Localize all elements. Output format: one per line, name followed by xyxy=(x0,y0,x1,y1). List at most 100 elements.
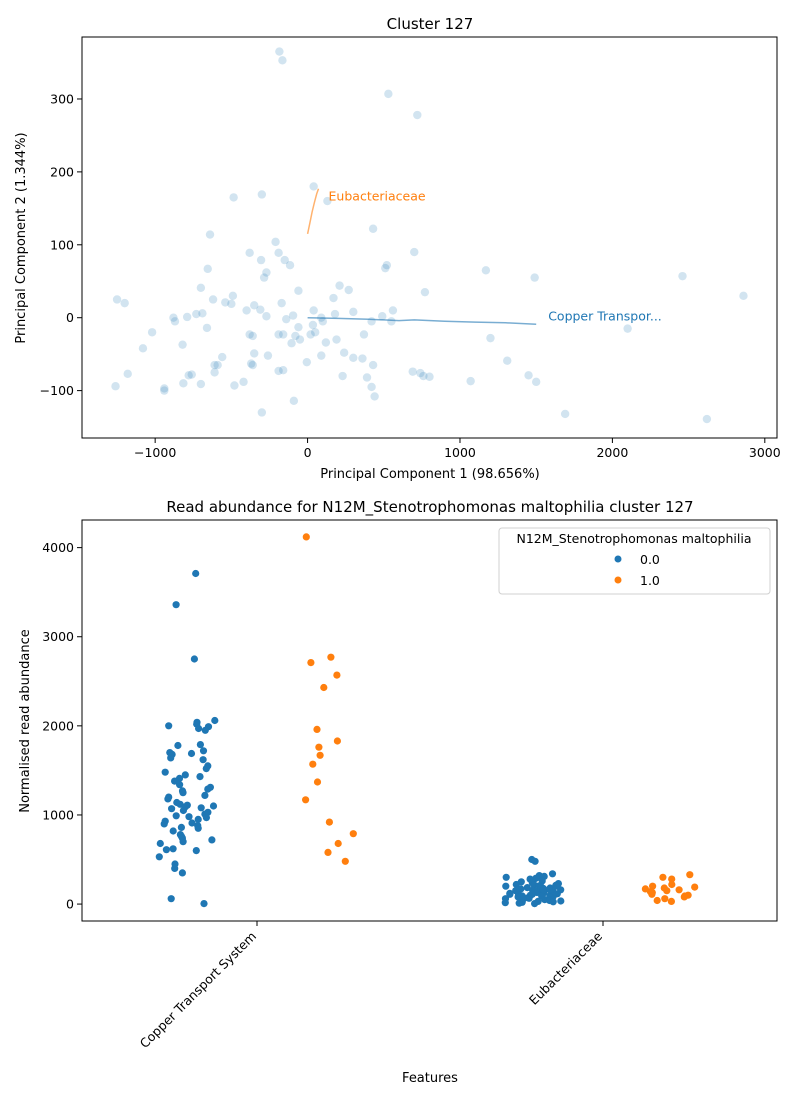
pca-point xyxy=(524,371,533,380)
pca-point xyxy=(248,360,257,370)
strip-point xyxy=(192,569,200,578)
pca-point xyxy=(112,295,122,304)
strip-point xyxy=(502,873,510,881)
pca-point xyxy=(274,330,283,339)
pca-point xyxy=(208,295,218,304)
pca-point xyxy=(203,264,212,274)
pca-points xyxy=(111,47,748,424)
pca-point xyxy=(367,317,376,326)
pca-point xyxy=(230,381,239,390)
pca-x-tick-label: −1000 xyxy=(134,445,176,460)
pca-point xyxy=(503,356,512,365)
strip-point xyxy=(201,791,209,800)
strip-point xyxy=(548,870,557,878)
pca-point xyxy=(274,248,283,258)
strip-point xyxy=(171,864,179,873)
pca-point xyxy=(275,47,284,56)
pca-x-tick-label: 1000 xyxy=(444,445,476,460)
legend-marker-1 xyxy=(614,576,622,584)
pca-point xyxy=(256,305,265,314)
pca-point xyxy=(282,314,291,324)
pca-point xyxy=(263,351,273,360)
strip-point xyxy=(196,741,204,749)
pca-x-tick-label: 3000 xyxy=(749,445,781,460)
pca-point xyxy=(332,335,341,344)
strip-point xyxy=(172,601,180,609)
strip-point xyxy=(341,857,349,865)
strip-point xyxy=(302,796,310,804)
pca-point xyxy=(309,182,318,191)
pca-point xyxy=(123,369,132,379)
pca-point xyxy=(291,331,300,341)
pca-axes-frame xyxy=(81,36,778,439)
pca-point xyxy=(205,230,215,239)
strip-point xyxy=(506,890,514,898)
strip-point xyxy=(188,819,196,827)
strip-point xyxy=(663,887,671,895)
strip-y-tick-label: 4000 xyxy=(42,540,74,555)
pca-point xyxy=(242,306,251,315)
pca-point xyxy=(388,306,398,315)
pca-y-tick-label: 100 xyxy=(50,237,74,252)
strip-point xyxy=(333,737,341,745)
pca-point xyxy=(344,285,353,295)
strip-point xyxy=(512,880,520,889)
pca-point xyxy=(408,367,417,376)
strip-point xyxy=(667,897,676,906)
pca-point xyxy=(416,368,425,378)
strip-point xyxy=(194,824,202,832)
strip-point xyxy=(179,838,187,846)
strip-point xyxy=(196,773,204,781)
pca-point xyxy=(169,313,178,322)
pca-point xyxy=(308,320,318,330)
pca-point xyxy=(250,349,259,358)
strip-points xyxy=(155,533,699,908)
pca-y-tick-label: 0 xyxy=(66,310,74,325)
pca-title: Cluster 127 xyxy=(387,15,474,33)
pca-point xyxy=(349,307,358,317)
strip-y-tick-label: 2000 xyxy=(42,718,74,733)
strip-point xyxy=(320,683,328,692)
pca-point xyxy=(198,309,207,318)
pca-y-tick-label: −100 xyxy=(40,383,74,398)
pca-point xyxy=(178,340,187,349)
strip-point xyxy=(523,884,531,892)
strip-point xyxy=(680,893,688,901)
pca-point xyxy=(321,338,331,347)
strip-point xyxy=(200,900,208,908)
strip-x-axis-label: Features xyxy=(402,1071,458,1086)
pca-point xyxy=(381,263,390,273)
strip-point xyxy=(325,818,333,826)
pca-point xyxy=(419,371,428,381)
pca-point xyxy=(323,196,332,206)
strip-point xyxy=(675,886,683,894)
pca-point xyxy=(466,376,475,386)
strip-point xyxy=(686,871,694,879)
pca-point xyxy=(287,339,296,348)
strip-x-tick-label: Copper Transport System xyxy=(137,929,260,1052)
pca-point xyxy=(277,298,286,308)
strip-point xyxy=(201,726,209,734)
pca-loading-line xyxy=(306,188,320,235)
strip-y-tick-label: 1000 xyxy=(42,807,74,822)
strip-point xyxy=(209,802,218,810)
strip-point xyxy=(197,804,205,812)
strip-point xyxy=(171,777,179,785)
pca-point xyxy=(229,193,238,202)
strip-x-tick-label: Eubacteriaceae xyxy=(526,928,605,1007)
strip-point xyxy=(208,836,216,844)
strip-point xyxy=(552,882,561,890)
pca-point xyxy=(192,309,201,319)
strip-point xyxy=(333,671,341,679)
pca-point xyxy=(294,286,303,295)
pca-point xyxy=(531,377,541,387)
pca-point xyxy=(310,328,320,337)
strip-point xyxy=(161,768,169,776)
strip-point xyxy=(327,653,335,661)
pca-point xyxy=(288,311,298,320)
strip-point xyxy=(549,898,557,906)
pca-point xyxy=(413,110,422,120)
strip-point xyxy=(668,875,676,883)
pca-point xyxy=(358,354,367,363)
